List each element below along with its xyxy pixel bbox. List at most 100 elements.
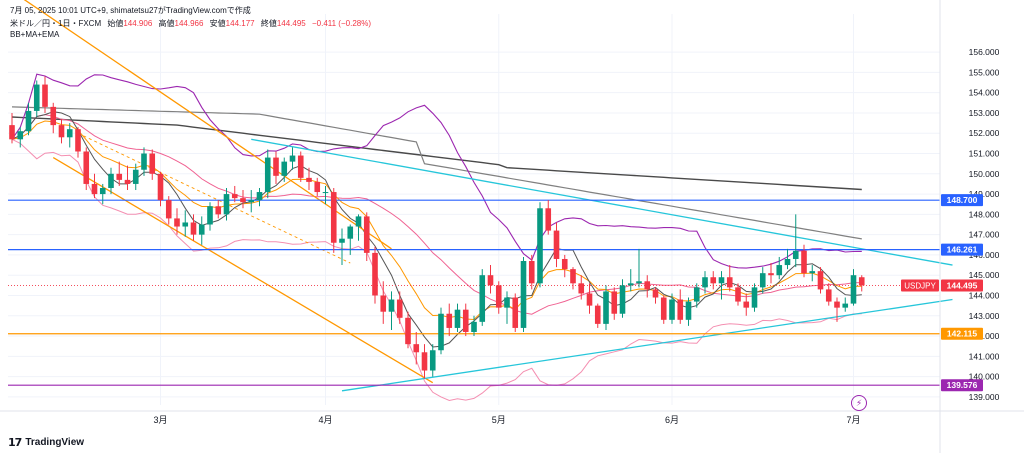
candle-body — [446, 313, 453, 328]
candle-body — [33, 84, 40, 111]
candle-body — [545, 208, 552, 231]
candle-body — [677, 299, 684, 320]
ohlc-legend: 米ドル／円・1日・FXCM 始値144.906 高値144.966 安値144.… — [10, 19, 371, 28]
candle-body — [25, 110, 32, 132]
header-date: 7月 05, 2025 10:01 UTC+9 — [10, 6, 106, 15]
candle-body — [322, 192, 329, 194]
level-price-label: 146.261 — [947, 245, 978, 255]
candles — [9, 76, 865, 379]
ema-line — [11, 120, 862, 321]
candle-body — [726, 277, 733, 288]
candle-body — [149, 153, 156, 174]
candle-body — [570, 269, 576, 284]
candle-body — [429, 350, 436, 371]
time-tick-label: 6月 — [665, 415, 679, 425]
price-tick-label: 153.000 — [969, 108, 1000, 118]
candle-body — [644, 281, 651, 290]
level-price-tag — [941, 327, 983, 340]
price-tick-label: 152.000 — [969, 128, 1000, 138]
candle-body — [124, 179, 131, 184]
trendline — [341, 298, 953, 392]
level-price-tag — [941, 243, 983, 256]
open-value: 144.906 — [123, 19, 153, 28]
candle-body — [42, 84, 48, 107]
ma-fast-line — [11, 111, 862, 348]
tradingview-brand[interactable]: 17 TradingView — [8, 436, 84, 449]
candle-body — [850, 275, 857, 304]
close-value: 144.495 — [276, 19, 306, 28]
candle-body — [363, 216, 370, 253]
level-price-label: 139.576 — [947, 380, 978, 390]
candle-body — [9, 125, 15, 140]
candle-body — [817, 271, 824, 290]
candle-body — [768, 273, 774, 276]
candle-body — [759, 273, 766, 288]
candle-body — [438, 313, 444, 351]
candle-body — [273, 157, 279, 176]
candle-body — [627, 283, 634, 286]
current-price-tag — [941, 279, 983, 292]
candle-body — [702, 277, 708, 288]
candle-body — [594, 305, 601, 324]
price-tick-label: 141.000 — [969, 351, 1000, 361]
candle-body — [281, 161, 288, 176]
price-tick-label: 140.000 — [969, 372, 1000, 382]
price-tick-label: 151.000 — [969, 149, 1000, 159]
candle-body — [421, 352, 428, 371]
candle-body — [462, 309, 469, 332]
lightning-icon[interactable]: ⚡ — [851, 395, 867, 411]
price-tick-label: 149.000 — [969, 189, 1000, 199]
candle-body — [297, 155, 304, 178]
candle-body — [83, 151, 90, 184]
candle-body — [132, 169, 139, 184]
candle-body — [91, 183, 98, 195]
price-tick-label: 150.000 — [969, 169, 1000, 179]
candle-body — [537, 208, 543, 284]
candle-body — [223, 194, 230, 215]
bb-mid-line — [11, 114, 862, 315]
candle-body — [586, 293, 593, 306]
high-value: 144.966 — [174, 19, 204, 28]
candle-body — [495, 285, 502, 308]
candle-body — [776, 265, 783, 276]
indicator-lines — [11, 73, 862, 402]
candle-body — [743, 301, 750, 308]
candle-body — [380, 295, 387, 312]
candle-body — [751, 287, 758, 308]
indicator-legend[interactable]: BB+MA+EMA — [10, 30, 60, 39]
candle-body — [801, 250, 807, 274]
tradingview-logo-icon: 17 — [8, 436, 22, 449]
symbol-tag — [901, 279, 939, 292]
candle-body — [405, 317, 411, 345]
ma-200-line — [11, 116, 862, 191]
candle-body — [718, 277, 725, 284]
candle-body — [182, 222, 189, 227]
trendline — [23, 0, 392, 250]
bb-lower-line — [11, 138, 862, 402]
change-value: −0.411 (−0.28%) — [311, 19, 371, 28]
candle-body — [710, 277, 717, 284]
low-value: 144.177 — [225, 19, 255, 28]
symbol-tag-label: USDJPY — [904, 281, 936, 290]
trendline — [52, 157, 434, 384]
candle-body — [669, 299, 675, 320]
candle-body — [372, 252, 378, 296]
candle-body — [611, 291, 618, 314]
price-labels: 148.700 146.261 142.115 139.576 144.495 USDJP… — [901, 194, 983, 392]
price-tick-label: 156.000 — [969, 47, 1000, 57]
candle-body — [784, 258, 791, 266]
candle-body — [396, 299, 403, 318]
candle-body — [198, 224, 205, 235]
candle-body — [174, 218, 180, 227]
candle-body — [256, 192, 263, 201]
time-tick-label: 7月 — [846, 415, 860, 425]
candle-body — [809, 271, 816, 274]
trendlines — [23, 0, 953, 392]
candle-body — [479, 275, 486, 322]
candle-body — [471, 321, 477, 332]
candle-body — [207, 206, 213, 225]
level-price-label: 148.700 — [947, 195, 978, 205]
chart-header: 7月 05, 2025 10:01 UTC+9, shimatetsu27がTr… — [10, 6, 251, 15]
price-tick-label: 143.000 — [969, 311, 1000, 321]
